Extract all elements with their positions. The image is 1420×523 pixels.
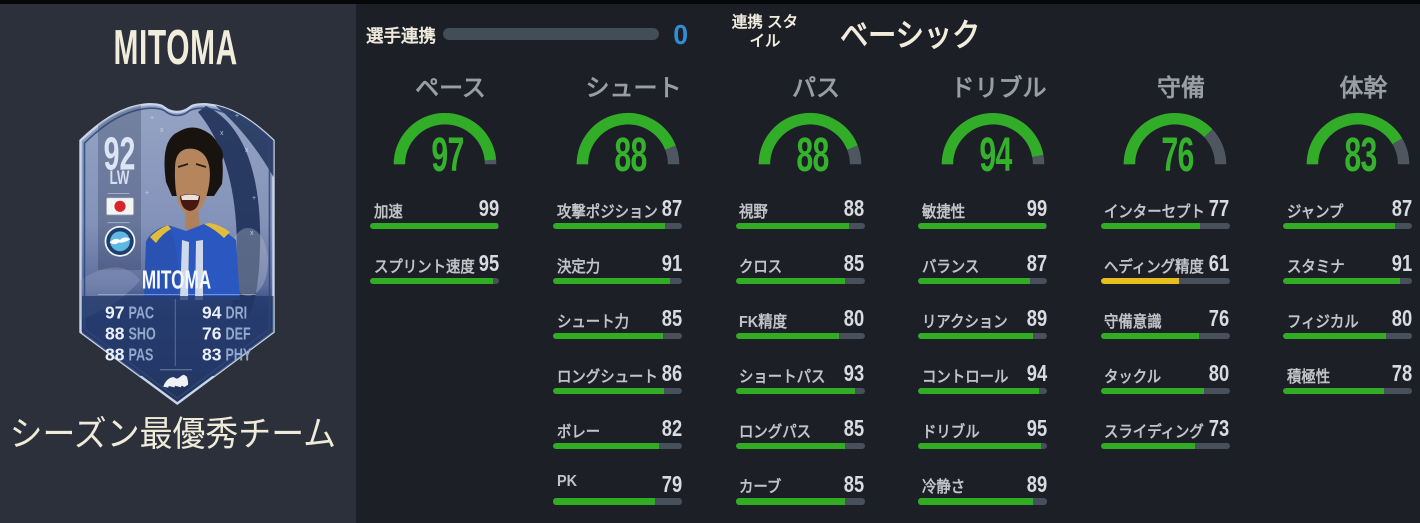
svg-text:x: x xyxy=(220,130,224,137)
svg-text:88: 88 xyxy=(796,129,829,182)
svg-text:SHO: SHO xyxy=(129,324,156,344)
svg-text:MITOMA: MITOMA xyxy=(142,265,211,295)
svg-text:x: x xyxy=(160,127,164,134)
svg-text:+: + xyxy=(145,190,149,197)
svg-text:88: 88 xyxy=(614,129,647,182)
svg-text:94: 94 xyxy=(202,302,222,322)
svg-text:LW: LW xyxy=(110,168,130,189)
svg-text:+: + xyxy=(252,195,256,202)
svg-text:97: 97 xyxy=(105,302,124,322)
svg-text:+: + xyxy=(235,113,239,120)
svg-text:94: 94 xyxy=(979,129,1013,182)
svg-text:x: x xyxy=(120,165,124,172)
svg-text:88: 88 xyxy=(105,323,125,343)
svg-text:PHY: PHY xyxy=(226,345,252,365)
svg-text:DEF: DEF xyxy=(226,324,251,344)
svg-text:83: 83 xyxy=(202,344,222,364)
svg-text:76: 76 xyxy=(1161,129,1193,182)
svg-text:83: 83 xyxy=(1344,129,1376,182)
svg-text:DRI: DRI xyxy=(226,303,248,323)
svg-text:+: + xyxy=(150,115,154,122)
svg-text:PAC: PAC xyxy=(129,303,155,323)
svg-text:97: 97 xyxy=(431,129,463,182)
svg-text:76: 76 xyxy=(202,323,222,343)
svg-text:x: x xyxy=(250,230,254,237)
svg-text:PAS: PAS xyxy=(129,345,154,365)
svg-text:88: 88 xyxy=(105,344,125,364)
svg-text:x: x xyxy=(245,147,249,154)
svg-text:92: 92 xyxy=(104,129,136,181)
svg-text:+: + xyxy=(130,143,134,150)
